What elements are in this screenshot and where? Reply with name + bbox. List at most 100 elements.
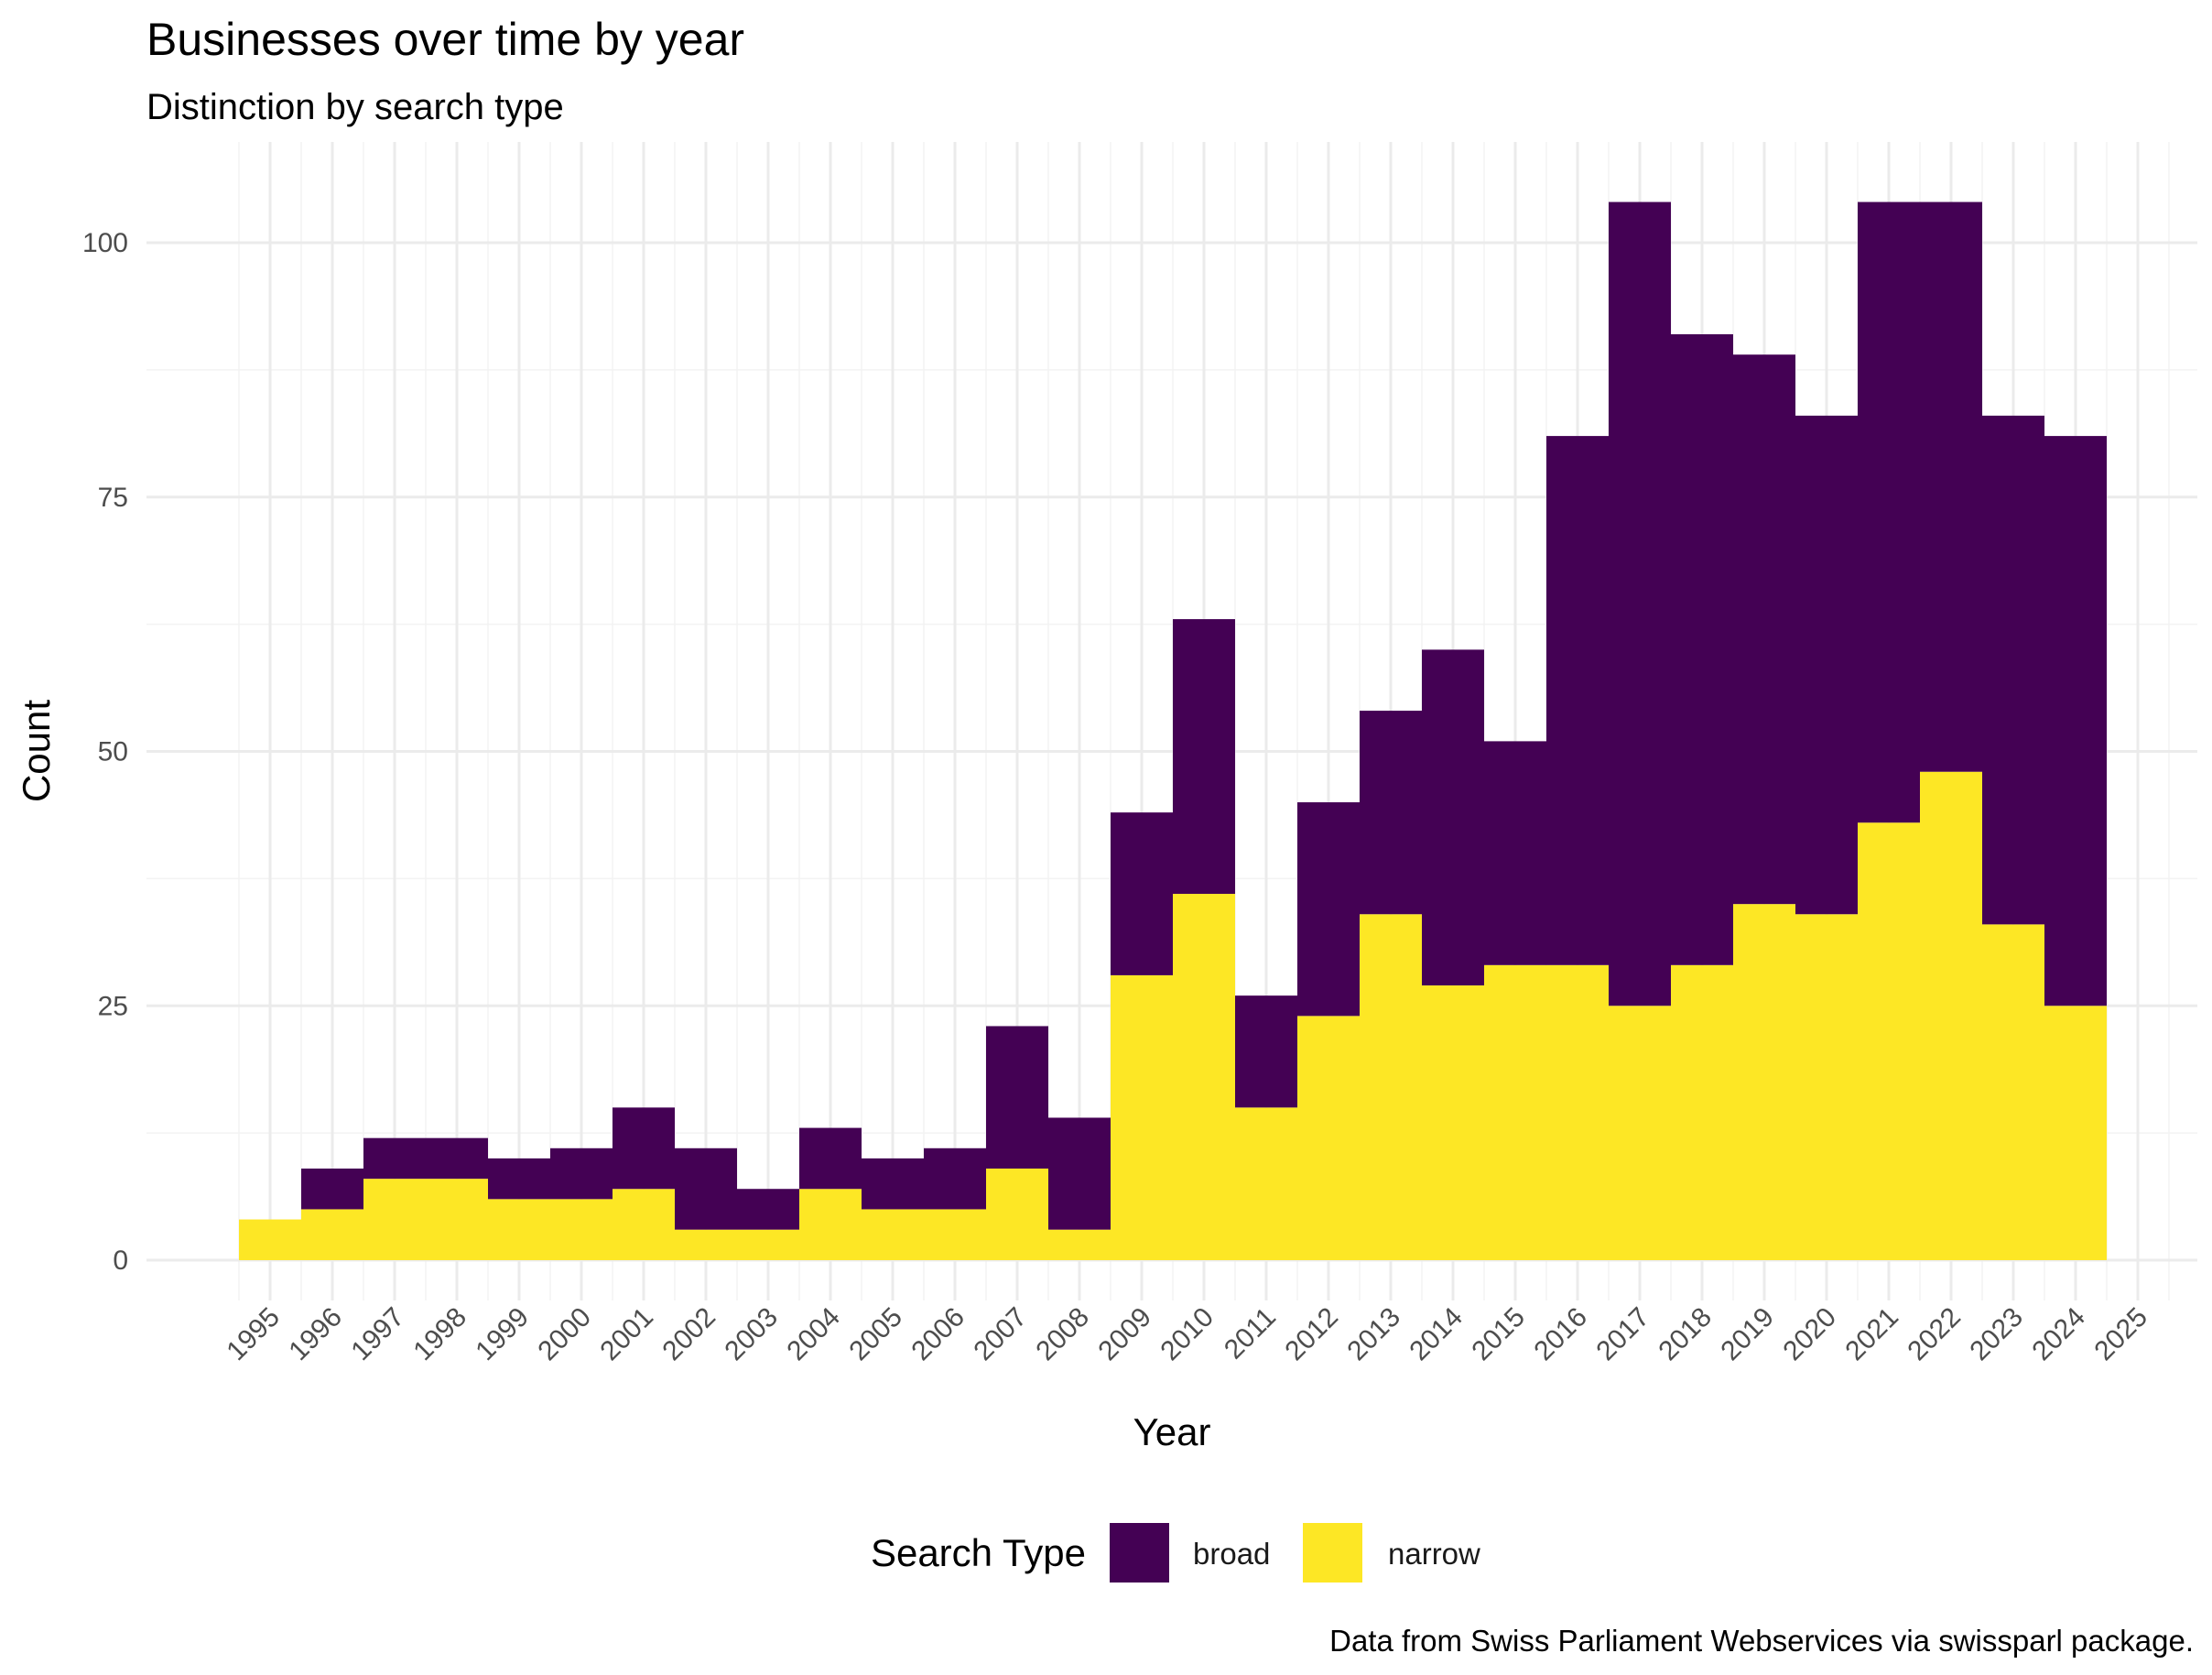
bar-broad-2014 [1422,649,1484,986]
x-tick-label: 2011 [1219,1302,1282,1365]
bar-broad-2019 [1733,354,1795,905]
y-tick-label: 25 [98,991,128,1021]
bar-narrow-2006 [924,1209,986,1260]
x-tick-label: 2021 [1839,1302,1904,1367]
x-tick-label: 2016 [1528,1302,1593,1367]
x-tick-label: 2000 [532,1302,597,1367]
caption: Data from Swiss Parliament Webservices v… [1329,1624,2194,1658]
bar-narrow-2014 [1422,985,1484,1260]
legend-items: broad narrow [1110,1523,1480,1583]
bar-broad-2000 [550,1147,613,1200]
x-tick-label: 2024 [2026,1302,2091,1367]
legend-label-narrow: narrow [1388,1537,1480,1571]
x-tick-label: 2007 [968,1302,1033,1367]
bar-narrow-2021 [1858,822,1920,1260]
bar-narrow-2011 [1235,1107,1297,1260]
bar-narrow-2001 [613,1189,675,1260]
bar-narrow-2013 [1360,914,1422,1260]
x-axis-title: Year [1133,1410,1211,1453]
bar-narrow-1999 [488,1199,550,1260]
bars [239,201,2107,1260]
bar-narrow-2024 [2044,1006,2107,1260]
x-axis-ticks: 1995199619971998199920002001200220032004… [221,1302,2153,1367]
bar-broad-2010 [1173,619,1235,895]
bar-narrow-2020 [1795,914,1858,1260]
bar-broad-2024 [2044,436,2107,1006]
x-tick-label: 1997 [345,1302,410,1367]
chart-title: Businesses over time by year [146,14,744,65]
bar-broad-2013 [1360,711,1422,915]
bar-broad-2002 [675,1147,737,1230]
x-tick-label: 2020 [1777,1302,1842,1367]
bar-broad-2003 [737,1189,799,1230]
bar-broad-2009 [1111,812,1173,975]
y-axis-ticks: 0 25 50 75 100 [82,228,128,1276]
bar-narrow-2009 [1111,974,1173,1260]
bar-broad-2007 [986,1026,1048,1169]
x-tick-label: 2022 [1902,1302,1967,1367]
bar-broad-2005 [862,1158,924,1210]
y-tick-label: 0 [113,1245,128,1276]
legend-label-broad: broad [1193,1537,1270,1571]
bar-broad-1998 [426,1137,488,1180]
x-tick-label: 2003 [719,1302,784,1367]
bar-narrow-2003 [737,1229,799,1260]
x-tick-label: 1995 [221,1302,286,1367]
x-tick-label: 1996 [283,1302,348,1367]
legend: Search Type broad narrow [871,1523,1480,1583]
bar-broad-2001 [613,1107,675,1190]
bar-narrow-2002 [675,1229,737,1260]
bar-narrow-2016 [1546,964,1609,1260]
y-tick-label: 100 [82,228,128,258]
x-tick-label: 2009 [1092,1302,1157,1367]
bar-broad-2006 [924,1147,986,1210]
legend-title: Search Type [871,1531,1086,1574]
bar-narrow-2010 [1173,894,1235,1260]
x-tick-label: 2005 [843,1302,908,1367]
legend-key-broad [1110,1523,1169,1583]
x-tick-label: 2013 [1341,1302,1406,1367]
bar-broad-2011 [1235,995,1297,1108]
bar-narrow-2007 [986,1169,1048,1260]
bar-narrow-1996 [301,1209,363,1260]
bar-broad-1999 [488,1158,550,1200]
bar-narrow-2004 [799,1189,862,1260]
bar-narrow-1995 [239,1219,301,1260]
x-tick-label: 2023 [1964,1302,2029,1367]
bar-broad-2004 [799,1127,862,1190]
x-tick-label: 2001 [594,1302,659,1367]
bar-narrow-2008 [1048,1229,1111,1260]
y-axis-title: Count [15,700,58,802]
x-tick-label: 2006 [905,1302,970,1367]
bar-narrow-2015 [1484,964,1546,1260]
bar-broad-1996 [301,1169,363,1210]
bar-narrow-2012 [1297,1016,1360,1260]
bar-broad-2008 [1048,1117,1111,1230]
x-tick-label: 2019 [1715,1302,1780,1367]
bar-broad-1997 [363,1137,426,1180]
x-tick-label: 2018 [1653,1302,1718,1367]
x-tick-label: 2025 [2088,1302,2153,1367]
legend-key-narrow [1303,1523,1362,1583]
x-tick-label: 1998 [407,1302,472,1367]
bar-narrow-2019 [1733,904,1795,1260]
bar-broad-2017 [1609,201,1671,1006]
bar-broad-2012 [1297,802,1360,1017]
bar-narrow-2005 [862,1209,924,1260]
bar-broad-2015 [1484,741,1546,965]
x-tick-label: 2002 [656,1302,721,1367]
chart-subtitle: Distinction by search type [146,87,564,127]
x-tick-label: 1999 [470,1302,535,1367]
bar-narrow-1998 [426,1179,488,1260]
x-tick-label: 2004 [781,1302,846,1367]
x-tick-label: 2015 [1466,1302,1531,1367]
x-tick-label: 2010 [1155,1302,1220,1367]
bar-broad-2016 [1546,436,1609,965]
bar-broad-2020 [1795,415,1858,915]
bar-broad-2021 [1858,201,1920,823]
x-tick-label: 2017 [1590,1302,1655,1367]
x-tick-label: 2008 [1030,1302,1095,1367]
bar-narrow-2017 [1609,1006,1671,1260]
bar-narrow-2018 [1671,964,1733,1260]
